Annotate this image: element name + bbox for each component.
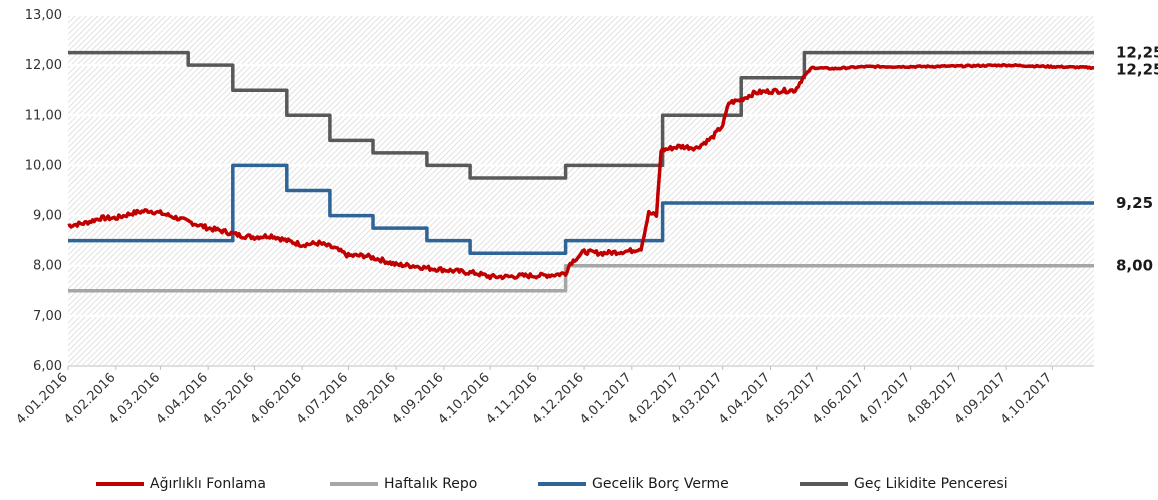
legend-item-gec-likidite-penceresi: Geç Likidite Penceresi (800, 476, 1008, 492)
series-line-0 (67, 62, 1095, 281)
y-axis: 6,00 7,00 8,00 9,00 10,00 11,00 12,00 13,00 (25, 8, 62, 374)
x-axis: 4.01.20164.02.20164.03.20164.04.20164.05… (13, 365, 1094, 428)
y-tick-label: 11,00 (25, 108, 62, 123)
line-chart: 6,00 7,00 8,00 9,00 10,00 11,00 12,00 13,00 4.0… (13, 8, 1158, 428)
legend-swatch (538, 482, 586, 486)
legend-label: Ağırlıklı Fonlama (150, 476, 266, 492)
plot-area-background (68, 15, 1094, 366)
legend-label: Gecelik Borç Verme (592, 476, 729, 492)
legend-item-gecelik-borc-verme: Gecelik Borç Verme (538, 476, 729, 492)
y-tick-label: 8,00 (33, 259, 62, 274)
end-value-label: 8,00 (1116, 257, 1153, 275)
series-line-2 (68, 163, 1094, 255)
legend-swatch (96, 482, 144, 486)
legend-item-haftalik-repo: Haftalık Repo (330, 476, 477, 492)
series-lines (67, 50, 1095, 293)
y-tick-label: 7,00 (33, 309, 62, 324)
end-value-labels: 12,2512,25 9,25 8,00 (1116, 44, 1158, 275)
end-value-label: 12,25 (1116, 44, 1158, 62)
y-tick-label: 13,00 (25, 8, 62, 23)
legend-label: Geç Likidite Penceresi (854, 476, 1008, 492)
legend-swatch (800, 482, 848, 486)
y-tick-label: 12,00 (25, 58, 62, 73)
legend: Ağırlıklı Fonlama Haftalık Repo Gecelik … (0, 476, 1158, 498)
y-tick-label: 6,00 (33, 359, 62, 374)
y-tick-label: 9,00 (33, 209, 62, 224)
series-line-3 (68, 50, 1094, 180)
series-line-1 (68, 263, 1094, 293)
legend-label: Haftalık Repo (384, 476, 478, 492)
end-value-label: 9,25 (1116, 194, 1153, 212)
end-value-label: 12,25 (1116, 61, 1158, 79)
y-tick-label: 10,00 (25, 158, 62, 173)
legend-item-agirlikli-fonlama: Ağırlıklı Fonlama (96, 476, 266, 492)
legend-swatch (330, 482, 378, 486)
